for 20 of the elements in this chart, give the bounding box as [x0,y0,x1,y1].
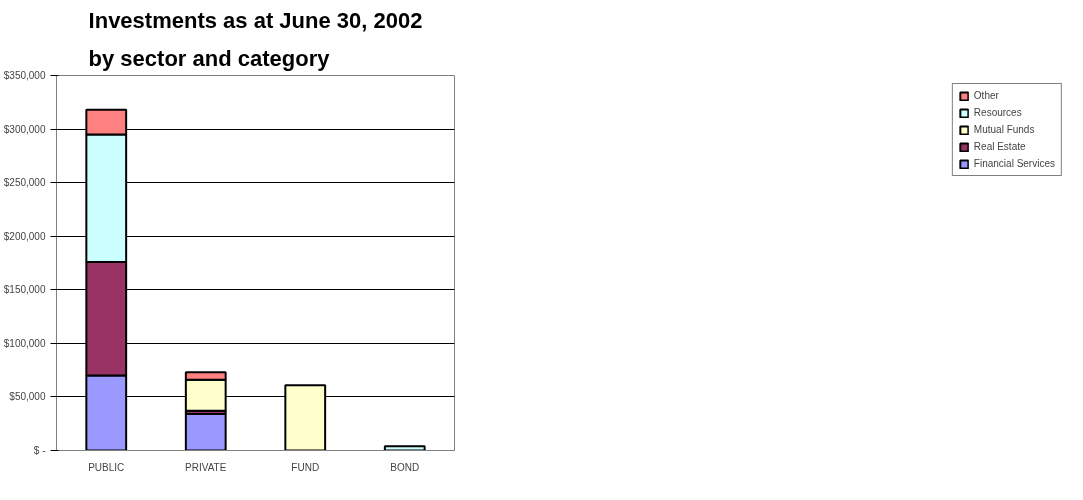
x-tick-label: FUND [291,461,320,473]
y-tick-label: $ - [33,445,46,456]
y-tick-label: $150,000 [3,284,46,296]
legend-label: Other [973,90,999,101]
x-tick-label: PRIVATE [185,461,227,473]
y-tick-label: $200,000 [3,230,46,242]
y-tick-label: $350,000 [3,70,46,81]
y-tick-label: $50,000 [9,391,46,403]
legend-label: Financial Services [973,158,1055,169]
legend-label: Real Estate [973,141,1026,152]
chart-title: Investments as at June 30, 2002 by sector and category [88,8,423,71]
bar [383,445,426,451]
y-tick-label: $250,000 [3,177,46,189]
y-tick-label: $300,000 [3,123,46,135]
x-tick-label: BOND [390,461,420,473]
bar [184,413,227,451]
legend-label: Mutual Funds [973,124,1035,135]
y-tick-label: $100,000 [3,337,46,349]
x-tick-label: PUBLIC [88,461,125,473]
legend-label: Resources [973,107,1022,118]
